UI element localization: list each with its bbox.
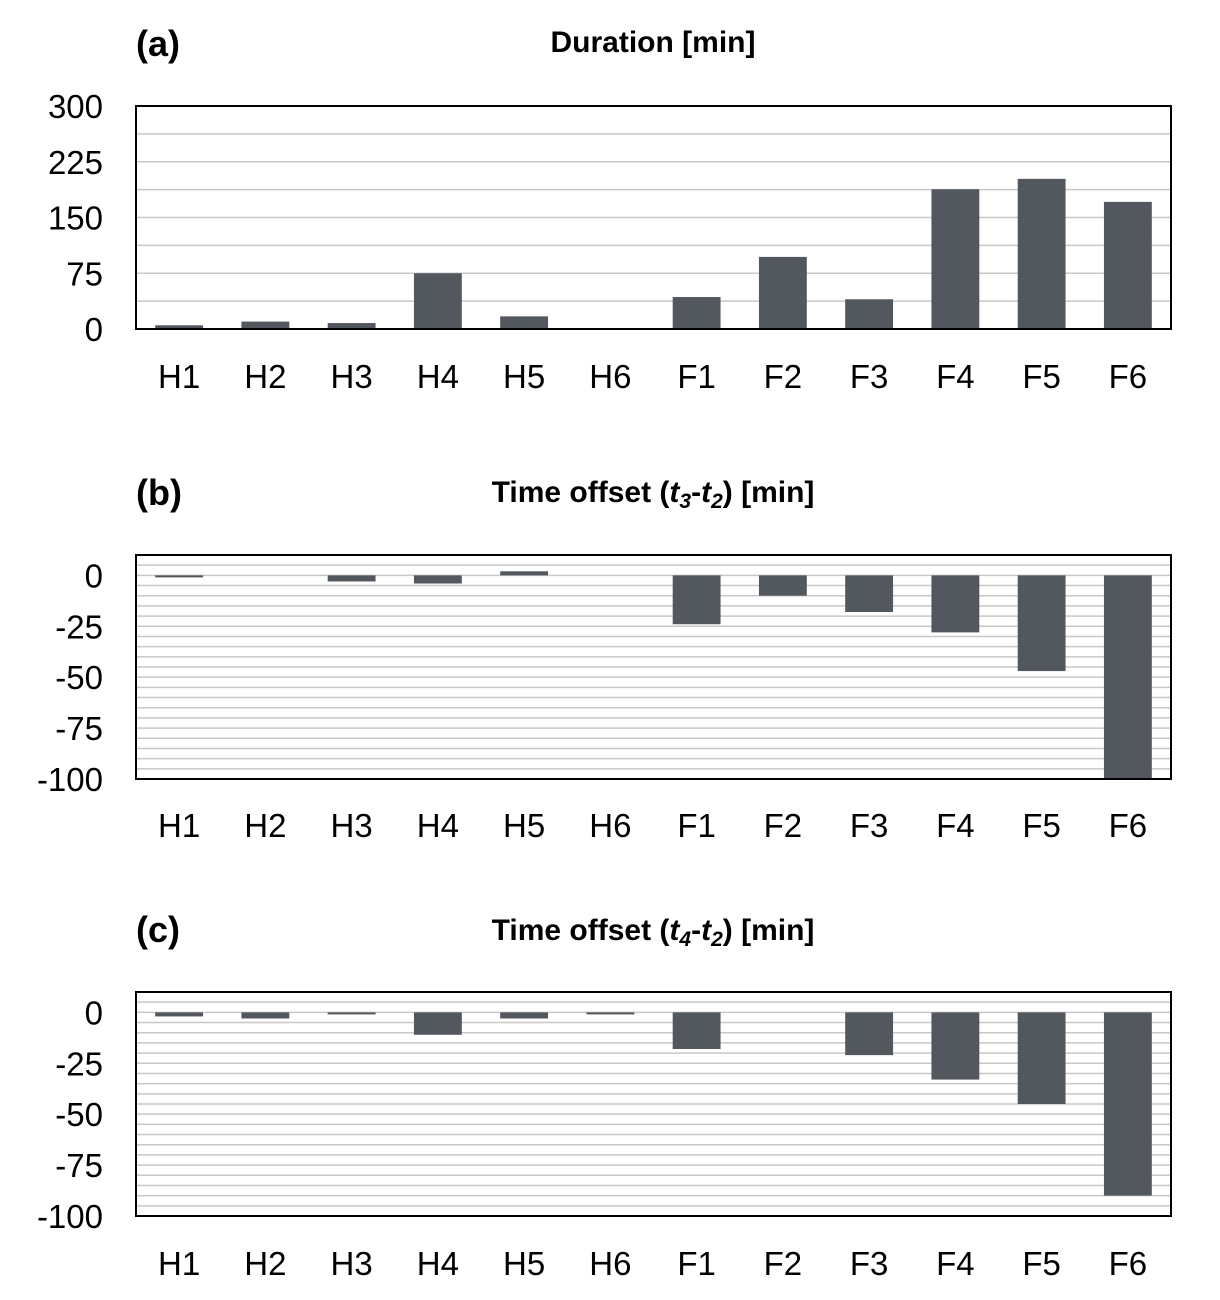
x-tick-label: F3 [850, 1245, 889, 1282]
x-tick-label: F1 [677, 807, 716, 844]
x-tick-label: H5 [503, 807, 545, 844]
bar-F1 [672, 575, 721, 625]
bar-F6 [1103, 575, 1152, 779]
bar-H2 [241, 1012, 290, 1019]
bar-F2 [758, 256, 807, 329]
x-tick-label: F6 [1109, 1245, 1148, 1282]
bar-H2 [241, 321, 290, 329]
x-tick-label: H1 [158, 1245, 200, 1282]
y-tick-label: 0 [85, 557, 103, 594]
panel-label: (a) [136, 23, 180, 64]
bar-F6 [1103, 1012, 1152, 1196]
x-tick-label: H2 [244, 358, 286, 395]
bar-F3 [845, 1012, 894, 1056]
x-tick-label: H4 [417, 807, 459, 844]
x-tick-label: F4 [936, 358, 975, 395]
bar-H4 [413, 1012, 462, 1035]
bar-F1 [672, 1012, 721, 1050]
y-tick-label: -25 [55, 608, 103, 645]
bar-H5 [500, 1012, 549, 1019]
y-tick-label: -75 [55, 1147, 103, 1184]
bar-F4 [931, 189, 980, 329]
y-tick-label: 150 [48, 200, 103, 237]
bar-H3 [327, 1012, 376, 1015]
x-tick-label: H5 [503, 1245, 545, 1282]
y-tick-label: -75 [55, 710, 103, 747]
x-tick-label: F1 [677, 358, 716, 395]
y-tick-label: 300 [48, 88, 103, 125]
y-tick-label: -100 [37, 761, 103, 798]
y-tick-label: -25 [55, 1045, 103, 1082]
bar-F3 [845, 299, 894, 329]
bar-F4 [931, 575, 980, 633]
x-tick-label: F3 [850, 807, 889, 844]
panel-label: (b) [136, 472, 182, 513]
bar-H1 [155, 1012, 204, 1017]
x-tick-label: F6 [1109, 807, 1148, 844]
y-tick-label: 0 [85, 994, 103, 1031]
bar-F2 [758, 575, 807, 596]
y-tick-label: 225 [48, 144, 103, 181]
x-tick-label: H5 [503, 358, 545, 395]
x-tick-label: F5 [1022, 1245, 1061, 1282]
bar-F4 [931, 1012, 980, 1080]
bar-H5 [500, 316, 549, 329]
y-tick-label: -50 [55, 659, 103, 696]
x-tick-label: H3 [331, 807, 373, 844]
x-tick-label: H6 [589, 807, 631, 844]
chart-title: Time offset (t4-t2) [min] [492, 914, 815, 951]
x-tick-label: H6 [589, 1245, 631, 1282]
x-tick-label: F6 [1109, 358, 1148, 395]
x-tick-label: H3 [331, 1245, 373, 1282]
plot-frame [135, 554, 1172, 780]
bar-H3 [327, 323, 376, 329]
bar-H5 [500, 571, 549, 576]
x-tick-label: F5 [1022, 358, 1061, 395]
x-tick-label: H1 [158, 358, 200, 395]
chart-panel-0: (a) Duration [min] 300 225 150 75 0 H1 H2 H3 H4 H5 H… [48, 23, 1172, 395]
plot-frame [135, 991, 1172, 1217]
bar-H1 [155, 325, 204, 329]
y-tick-label: -100 [37, 1198, 103, 1235]
bar-F3 [845, 575, 894, 613]
bar-F5 [1017, 1012, 1066, 1104]
bar-H6 [586, 1012, 635, 1015]
x-tick-label: F3 [850, 358, 889, 395]
y-tick-label: 75 [66, 255, 103, 292]
bar-H4 [413, 575, 462, 584]
chart-title: Duration [min] [551, 26, 756, 59]
bar-H1 [155, 575, 204, 578]
x-tick-label: F2 [764, 1245, 803, 1282]
y-tick-label: -50 [55, 1096, 103, 1133]
x-tick-label: H6 [589, 358, 631, 395]
chart-panel-1: (b) Time offset (t3-t2) [min] 0 -25 -50 -75 -1… [37, 472, 1172, 844]
x-tick-label: F2 [764, 807, 803, 844]
plot-frame [135, 105, 1172, 330]
x-tick-label: H2 [244, 1245, 286, 1282]
x-tick-label: F5 [1022, 807, 1061, 844]
x-tick-label: H4 [417, 1245, 459, 1282]
x-tick-label: H4 [417, 358, 459, 395]
bar-F5 [1017, 575, 1066, 672]
chart-panel-2: (c) Time offset (t4-t2) [min] 0 -25 -50 -75 -1… [37, 909, 1172, 1282]
bar-F6 [1103, 201, 1152, 329]
x-tick-label: F1 [677, 1245, 716, 1282]
x-tick-label: H1 [158, 807, 200, 844]
x-tick-label: F2 [764, 358, 803, 395]
bar-F1 [672, 297, 721, 329]
bar-H3 [327, 575, 376, 582]
x-tick-label: H3 [331, 358, 373, 395]
x-tick-label: F4 [936, 807, 975, 844]
chart-title: Time offset (t3-t2) [min] [492, 476, 815, 513]
bar-H4 [413, 273, 462, 329]
bar-F5 [1017, 178, 1066, 329]
y-tick-label: 0 [85, 311, 103, 348]
x-tick-label: F4 [936, 1245, 975, 1282]
x-tick-label: H2 [244, 807, 286, 844]
panel-label: (c) [136, 909, 180, 950]
